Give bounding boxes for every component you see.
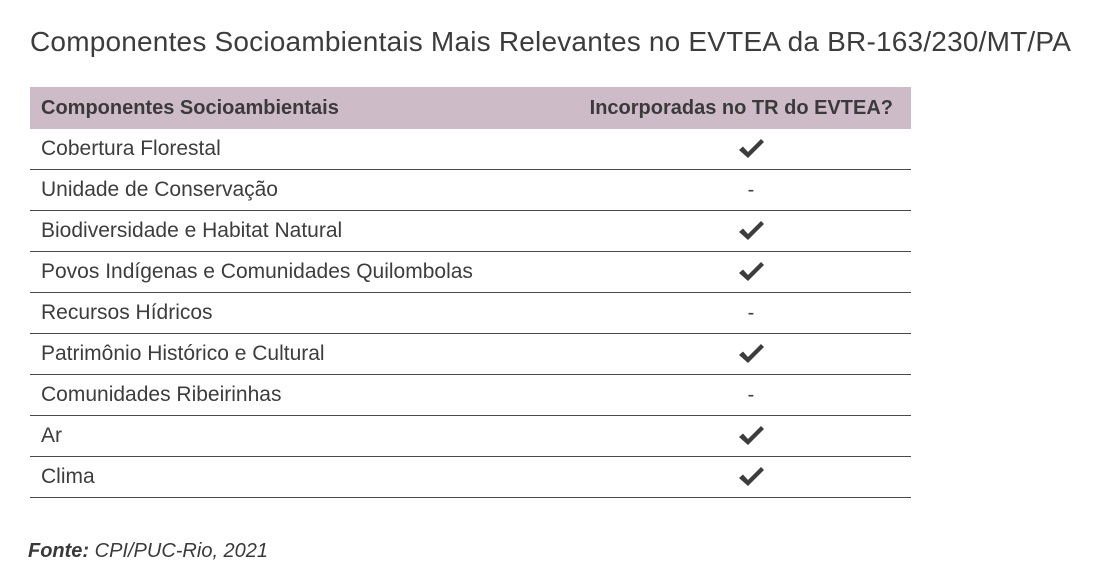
page-title: Componentes Socioambientais Mais Relevan… xyxy=(30,26,1072,57)
incorporated-cell: - xyxy=(551,179,911,202)
incorporated-cell xyxy=(551,260,911,284)
check-icon xyxy=(737,260,765,284)
check-icon xyxy=(737,219,765,243)
incorporated-cell xyxy=(551,137,911,161)
incorporated-cell xyxy=(551,219,911,243)
table-row: Cobertura Florestal xyxy=(30,129,911,170)
component-name: Comunidades Ribeirinhas xyxy=(41,383,282,406)
component-name: Povos Indígenas e Comunidades Quilombola… xyxy=(41,260,473,283)
incorporated-cell xyxy=(551,465,911,489)
table-row: Povos Indígenas e Comunidades Quilombola… xyxy=(30,252,911,293)
table-row: Unidade de Conservação - xyxy=(30,170,911,211)
component-name: Patrimônio Histórico e Cultural xyxy=(41,342,325,365)
column-header-incorporated: Incorporadas no TR do EVTEA? xyxy=(589,96,893,119)
component-name: Cobertura Florestal xyxy=(41,137,221,160)
source-note: Fonte: CPI/PUC-Rio, 2021 xyxy=(28,540,268,563)
table-row: Recursos Hídricos - xyxy=(30,293,911,334)
check-icon xyxy=(737,424,765,448)
component-name: Recursos Hídricos xyxy=(41,301,213,324)
table-body: Cobertura Florestal Unidade de Conservaçã… xyxy=(30,129,911,498)
component-name: Unidade de Conservação xyxy=(41,178,278,201)
table-row: Ar xyxy=(30,416,911,457)
table-header: Componentes Socioambientais Incorporadas… xyxy=(30,87,911,129)
table-row: Clima xyxy=(30,457,911,498)
component-name: Ar xyxy=(41,424,62,447)
incorporated-cell xyxy=(551,424,911,448)
components-table: Componentes Socioambientais Incorporadas… xyxy=(30,87,911,498)
not-incorporated-dash: - xyxy=(747,178,755,201)
check-icon xyxy=(737,137,765,161)
source-text: CPI/PUC-Rio, 2021 xyxy=(89,540,269,562)
column-header-components: Componentes Socioambientais xyxy=(41,96,339,119)
component-name: Biodiversidade e Habitat Natural xyxy=(41,219,343,242)
incorporated-cell: - xyxy=(551,384,911,407)
check-icon xyxy=(737,465,765,489)
table-row: Biodiversidade e Habitat Natural xyxy=(30,211,911,252)
not-incorporated-dash: - xyxy=(747,383,755,406)
table-row: Patrimônio Histórico e Cultural xyxy=(30,334,911,375)
source-label: Fonte: xyxy=(28,540,90,562)
check-icon xyxy=(737,342,765,366)
component-name: Clima xyxy=(41,465,95,488)
table-row: Comunidades Ribeirinhas - xyxy=(30,375,911,416)
incorporated-cell xyxy=(551,342,911,366)
incorporated-cell: - xyxy=(551,302,911,325)
not-incorporated-dash: - xyxy=(747,301,755,324)
